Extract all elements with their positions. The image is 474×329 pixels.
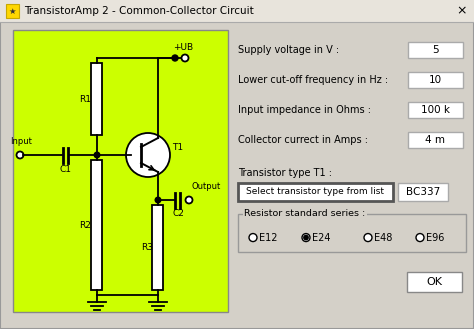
Bar (6, 4, 19, 18)
Circle shape (302, 234, 310, 241)
Bar (238, 183, 393, 201)
Text: R2: R2 (79, 220, 91, 230)
Text: E48: E48 (374, 233, 392, 242)
Text: BC337: BC337 (406, 187, 440, 197)
Bar (153, 205, 164, 290)
Bar (238, 214, 466, 252)
Text: Resistor standard series :: Resistor standard series : (244, 210, 365, 218)
Bar (13, 30, 228, 312)
Circle shape (155, 197, 161, 203)
Text: TransistorAmp 2 - Common-Collector Circuit: TransistorAmp 2 - Common-Collector Circu… (24, 6, 254, 16)
Bar (408, 132, 463, 148)
Bar (91, 160, 102, 290)
Circle shape (182, 55, 189, 62)
Bar (398, 183, 448, 201)
Text: Lower cut-off frequency in Hz :: Lower cut-off frequency in Hz : (238, 75, 388, 85)
Text: E12: E12 (259, 233, 277, 242)
Bar (0, 0, 474, 22)
Circle shape (94, 152, 100, 158)
Text: Select transistor type from list: Select transistor type from list (246, 188, 384, 196)
Circle shape (364, 234, 372, 241)
Text: ★: ★ (9, 7, 16, 15)
Bar (408, 42, 463, 58)
Text: R1: R1 (79, 94, 91, 104)
Text: ×: × (457, 5, 467, 17)
Bar (408, 72, 463, 88)
Circle shape (416, 234, 424, 241)
Text: 4 m: 4 m (426, 135, 446, 145)
Text: 5: 5 (432, 45, 439, 55)
Text: 100 k: 100 k (421, 105, 450, 115)
Text: Input: Input (10, 137, 32, 146)
Circle shape (172, 55, 178, 61)
Bar (91, 63, 102, 135)
Text: OK: OK (427, 277, 443, 287)
Circle shape (126, 133, 170, 177)
Bar (408, 102, 463, 118)
Text: Collector currect in Amps :: Collector currect in Amps : (238, 135, 368, 145)
Text: +UB: +UB (173, 43, 193, 52)
Text: E24: E24 (312, 233, 330, 242)
Text: C2: C2 (172, 209, 184, 218)
Text: Transistor type T1 :: Transistor type T1 : (238, 168, 332, 178)
Circle shape (304, 235, 308, 240)
Text: C1: C1 (60, 165, 72, 174)
Text: T1: T1 (172, 142, 183, 151)
Bar (407, 272, 462, 292)
Text: Input impedance in Ohms :: Input impedance in Ohms : (238, 105, 371, 115)
Text: Output: Output (192, 182, 221, 191)
Circle shape (17, 151, 24, 159)
Circle shape (249, 234, 257, 241)
Text: Supply voltage in V :: Supply voltage in V : (238, 45, 339, 55)
Text: E96: E96 (426, 233, 444, 242)
Text: 10: 10 (429, 75, 442, 85)
Text: R3: R3 (141, 243, 153, 252)
Circle shape (185, 196, 192, 204)
